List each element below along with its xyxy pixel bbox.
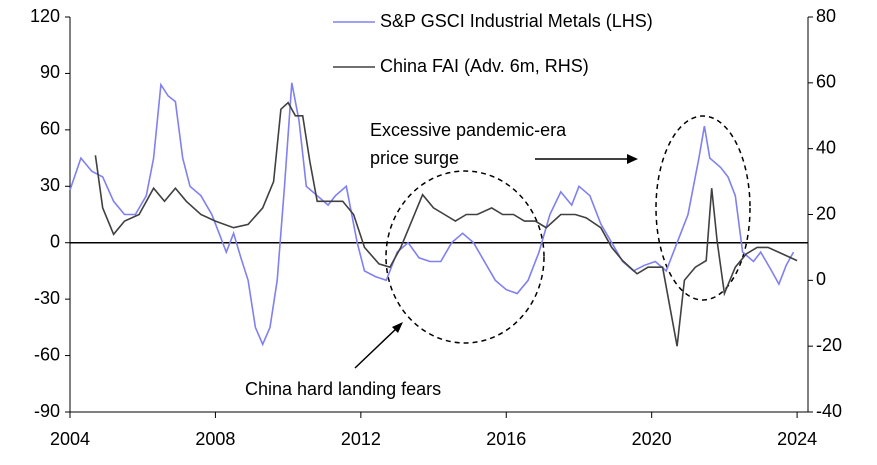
- series-line: [94, 101, 798, 347]
- annotation: price surge: [370, 148, 459, 168]
- y2-tick-label: 80: [816, 6, 836, 26]
- ellipse: [655, 115, 751, 301]
- y2-tick-label: 40: [816, 137, 836, 157]
- y-tick-label: -60: [34, 344, 60, 364]
- arrow-head: [392, 322, 403, 333]
- y-tick-label: 90: [40, 62, 60, 82]
- y2-tick-label: -20: [816, 335, 842, 355]
- y-tick-label: -90: [34, 401, 60, 421]
- x-tick-label: 2016: [486, 429, 526, 449]
- y2-tick-label: 0: [816, 269, 826, 289]
- x-tick-label: 2004: [50, 429, 90, 449]
- x-tick-label: 2020: [632, 429, 672, 449]
- series-line: [69, 82, 795, 347]
- x-tick-label: 2012: [341, 429, 381, 449]
- y2-tick-label: -40: [816, 401, 842, 421]
- y-tick-label: 60: [40, 119, 60, 139]
- y-tick-label: 120: [30, 6, 60, 26]
- y2-tick-label: 60: [816, 72, 836, 92]
- y-tick-label: 0: [50, 231, 60, 251]
- legend-label: China FAI (Adv. 6m, RHS): [380, 56, 589, 76]
- y2-tick-label: 20: [816, 203, 836, 223]
- ellipse: [385, 170, 545, 344]
- arrow: [354, 326, 399, 369]
- y-tick-label: -30: [34, 288, 60, 308]
- x-tick-label: 2008: [195, 429, 235, 449]
- annotation: Excessive pandemic-era: [370, 120, 567, 140]
- x-tick-label: 2024: [777, 429, 817, 449]
- y-tick-label: 30: [40, 175, 60, 195]
- arrow-head: [627, 154, 638, 164]
- annotation: China hard landing fears: [245, 379, 441, 399]
- legend-label: S&P GSCI Industrial Metals (LHS): [380, 11, 653, 31]
